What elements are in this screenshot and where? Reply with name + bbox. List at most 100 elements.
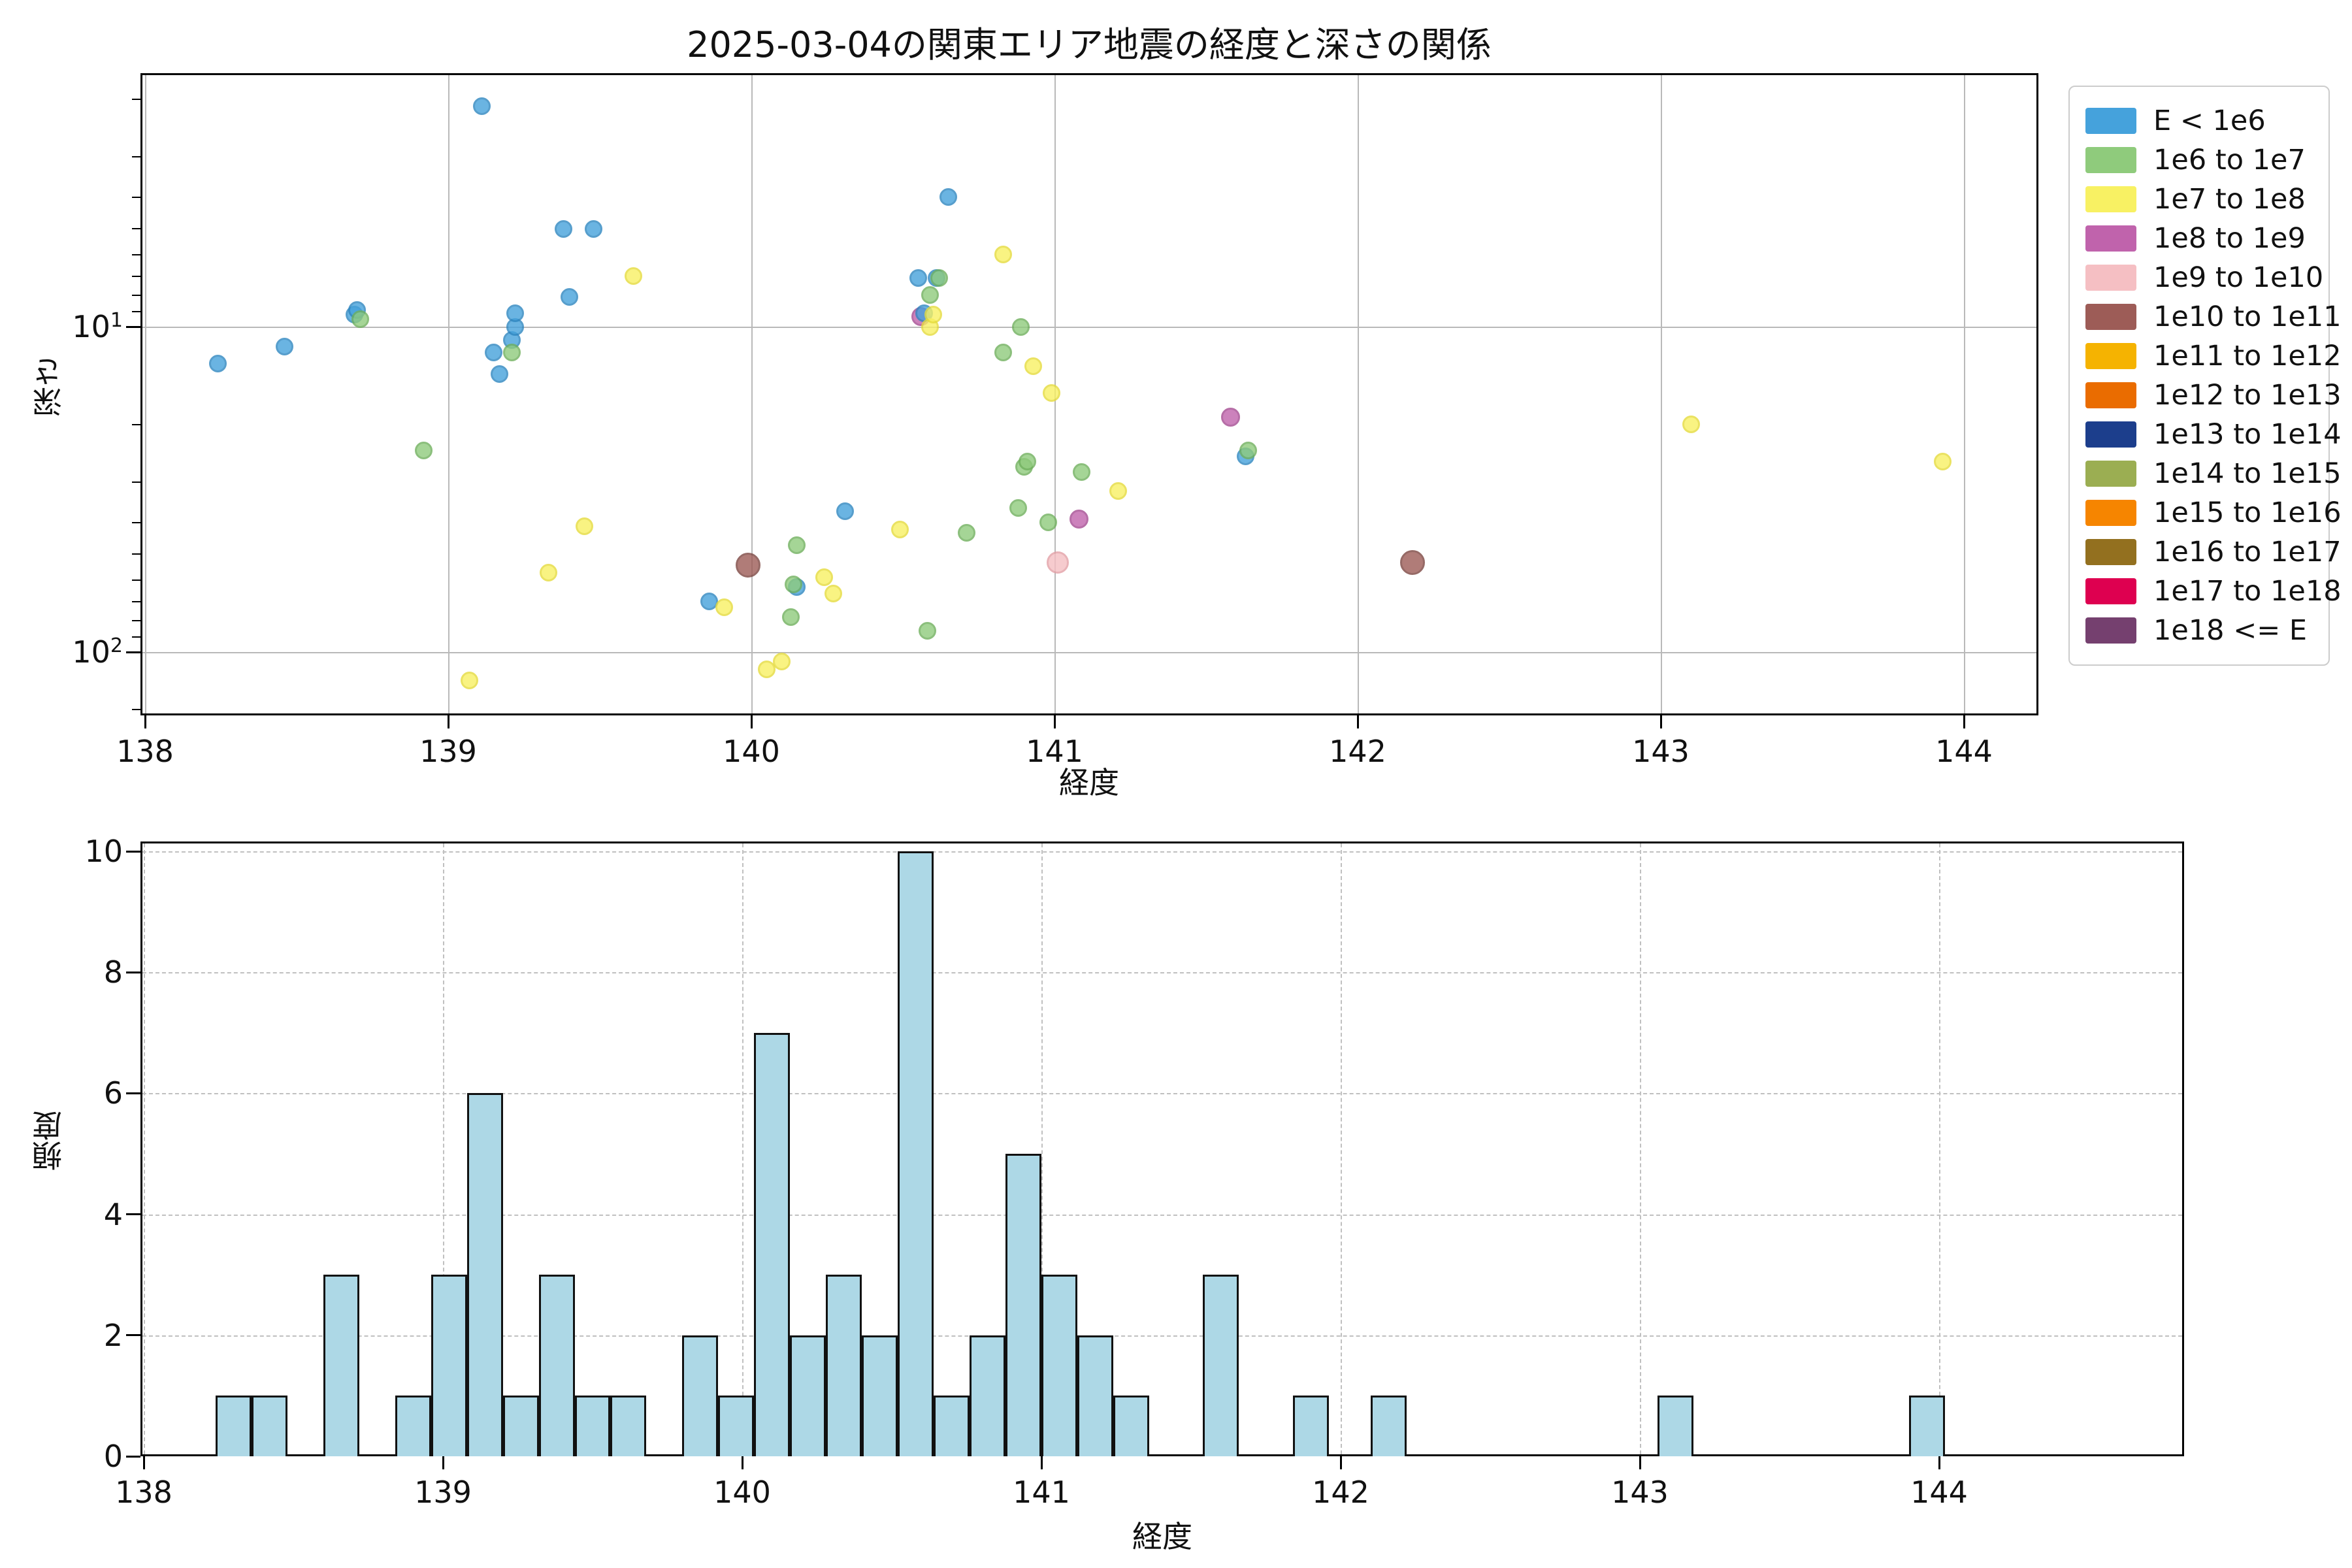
scatter-y-minor-tick bbox=[132, 275, 140, 277]
scatter-point bbox=[1073, 463, 1091, 482]
scatter-gridline bbox=[142, 652, 2036, 653]
scatter-point bbox=[1399, 549, 1425, 575]
scatter-point bbox=[785, 576, 803, 594]
scatter-point bbox=[624, 267, 642, 286]
histogram-gridline bbox=[142, 1335, 2182, 1337]
scatter-point bbox=[1046, 551, 1069, 574]
scatter-point bbox=[757, 660, 776, 678]
scatter-y-tick bbox=[126, 651, 140, 653]
legend-label: 1e15 to 1e16 bbox=[2153, 497, 2342, 529]
legend-item: 1e17 to 1e18 bbox=[2085, 572, 2342, 611]
legend-label: 1e7 to 1e8 bbox=[2153, 183, 2306, 216]
histogram-y-tick-label: 6 bbox=[103, 1075, 123, 1111]
scatter-point bbox=[1042, 384, 1060, 402]
scatter-gridline bbox=[145, 75, 146, 713]
scatter-point bbox=[994, 246, 1012, 264]
scatter-y-minor-tick bbox=[132, 521, 140, 523]
scatter-x-tick-label: 144 bbox=[1935, 734, 1993, 769]
scatter-point bbox=[1012, 318, 1030, 336]
scatter-x-tick-label: 138 bbox=[116, 734, 174, 769]
scatter-x-tick bbox=[1963, 715, 1965, 728]
histogram-x-tick-label: 141 bbox=[1013, 1475, 1070, 1510]
scatter-point bbox=[824, 584, 842, 602]
scatter-x-tick-label: 140 bbox=[723, 734, 780, 769]
legend-item: 1e15 to 1e16 bbox=[2085, 493, 2342, 532]
legend-swatch bbox=[2085, 147, 2136, 173]
scatter-point bbox=[472, 97, 491, 115]
histogram-bar bbox=[538, 1275, 575, 1456]
legend-label: 1e18 <= E bbox=[2153, 614, 2308, 647]
legend-item: 1e9 to 1e10 bbox=[2085, 258, 2323, 297]
legend-swatch bbox=[2085, 500, 2136, 526]
legend-swatch bbox=[2085, 617, 2136, 644]
histogram-x-tick bbox=[1938, 1456, 1940, 1469]
scatter-point bbox=[890, 520, 909, 538]
scatter-point bbox=[1220, 408, 1240, 427]
scatter-point bbox=[485, 343, 503, 361]
scatter-x-tick bbox=[1053, 715, 1056, 728]
scatter-point bbox=[275, 337, 293, 355]
histogram-gridline bbox=[142, 1093, 2182, 1095]
histogram-bar bbox=[1658, 1396, 1694, 1456]
scatter-plot-area bbox=[140, 73, 2038, 715]
scatter-gridline bbox=[1964, 75, 1965, 713]
histogram-bar bbox=[1077, 1335, 1113, 1456]
histogram-bar bbox=[754, 1032, 791, 1456]
histogram-bar bbox=[934, 1396, 970, 1456]
scatter-y-minor-tick bbox=[132, 196, 140, 198]
legend-label: 1e8 to 1e9 bbox=[2153, 222, 2306, 255]
legend-swatch bbox=[2085, 186, 2136, 212]
scatter-point bbox=[994, 343, 1012, 361]
legend-item: 1e16 to 1e17 bbox=[2085, 532, 2342, 572]
legend-label: 1e17 to 1e18 bbox=[2153, 575, 2342, 608]
histogram-bar bbox=[970, 1335, 1006, 1456]
histogram-gridline bbox=[144, 843, 145, 1454]
scatter-xlabel: 経度 bbox=[1059, 765, 1119, 800]
scatter-x-tick-label: 139 bbox=[419, 734, 477, 769]
histogram-y-tick-label: 10 bbox=[84, 834, 123, 869]
scatter-point bbox=[815, 568, 833, 587]
scatter-point bbox=[924, 306, 942, 324]
legend-label: 1e13 to 1e14 bbox=[2153, 418, 2342, 451]
histogram-bar bbox=[1203, 1275, 1239, 1456]
scatter-y-minor-tick bbox=[132, 294, 140, 296]
histogram-gridline bbox=[1640, 843, 1641, 1454]
scatter-point bbox=[351, 310, 369, 329]
legend-label: 1e14 to 1e15 bbox=[2153, 457, 2342, 490]
legend: E < 1e6 1e6 to 1e7 1e7 to 1e8 1e8 to 1e9 1e9… bbox=[2068, 86, 2342, 666]
histogram-bar bbox=[215, 1396, 252, 1456]
histogram-bar bbox=[1370, 1396, 1407, 1456]
legend-swatch bbox=[2085, 382, 2136, 408]
histogram-x-tick bbox=[1639, 1456, 1641, 1469]
scatter-y-minor-tick bbox=[132, 636, 140, 638]
histogram-gridline bbox=[443, 843, 444, 1454]
scatter-point bbox=[502, 343, 521, 361]
scatter-y-tick-label: 101 bbox=[72, 308, 123, 345]
scatter-y-minor-tick bbox=[132, 600, 140, 602]
histogram-xlabel: 経度 bbox=[1132, 1519, 1192, 1554]
histogram-x-tick-label: 139 bbox=[414, 1475, 472, 1510]
histogram-bar bbox=[790, 1335, 826, 1456]
histogram-x-tick-label: 140 bbox=[713, 1475, 771, 1510]
legend-label: 1e11 to 1e12 bbox=[2153, 340, 2342, 372]
histogram-x-tick bbox=[142, 1456, 145, 1469]
histogram-gridline bbox=[1041, 843, 1043, 1454]
scatter-gridline bbox=[448, 75, 449, 713]
scatter-point bbox=[1109, 482, 1127, 500]
histogram-y-tick-label: 0 bbox=[103, 1439, 123, 1474]
scatter-point bbox=[506, 304, 524, 323]
scatter-y-minor-tick bbox=[132, 553, 140, 555]
scatter-point bbox=[1239, 441, 1258, 459]
scatter-point bbox=[1039, 514, 1058, 532]
histogram-x-tick bbox=[1339, 1456, 1342, 1469]
histogram-x-tick-label: 138 bbox=[115, 1475, 172, 1510]
scatter-point bbox=[715, 598, 733, 617]
scatter-gridline bbox=[1358, 75, 1359, 713]
histogram-bar bbox=[502, 1396, 539, 1456]
histogram-y-tick bbox=[126, 850, 140, 853]
histogram-gridline bbox=[1939, 843, 1940, 1454]
scatter-point bbox=[1682, 416, 1700, 434]
scatter-y-tick-label: 102 bbox=[72, 634, 123, 670]
histogram-x-tick-label: 143 bbox=[1611, 1475, 1669, 1510]
